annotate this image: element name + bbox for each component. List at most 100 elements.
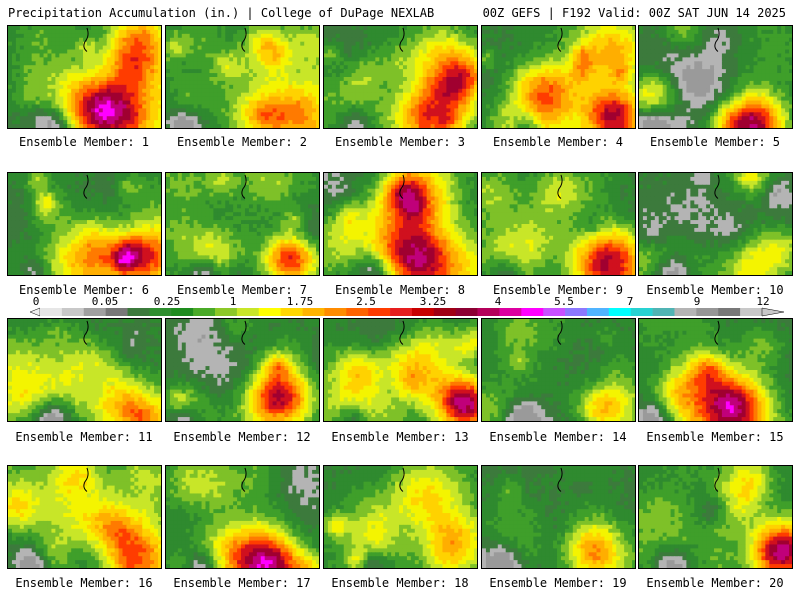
member-caption: Ensemble Member: 12 xyxy=(162,430,322,444)
member-caption: Ensemble Member: 20 xyxy=(635,576,795,590)
precip-colorbar: 0 0.05 0.25 1 1.75 2.5 3.25 4 5.5 7 9 12 xyxy=(29,295,785,317)
colorbar-swatch xyxy=(740,308,763,316)
member-map-panel xyxy=(638,172,793,276)
member-caption: Ensemble Member: 13 xyxy=(320,430,480,444)
colorbar-tick-label: 3.25 xyxy=(420,295,447,308)
member-map-panel xyxy=(323,318,478,422)
colorbar-swatch xyxy=(565,308,588,316)
colorbar-swatch xyxy=(433,308,456,316)
member-map-panel xyxy=(638,25,793,129)
colorbar-swatch xyxy=(455,308,478,316)
coastline-outline xyxy=(399,174,405,199)
coastline-outline xyxy=(714,174,720,199)
member-map-panel xyxy=(165,25,320,129)
colorbar-swatch xyxy=(521,308,544,316)
colorbar-swatch xyxy=(630,308,653,316)
member-caption: Ensemble Member: 2 xyxy=(162,135,322,149)
colorbar-tick-label: 0.25 xyxy=(154,295,181,308)
member-caption: Ensemble Member: 1 xyxy=(4,135,164,149)
colorbar-swatch xyxy=(477,308,500,316)
member-map-panel xyxy=(165,465,320,569)
precip-field xyxy=(8,466,161,568)
member-caption: Ensemble Member: 19 xyxy=(478,576,638,590)
colorbar-tick-label: 12 xyxy=(756,295,769,308)
coastline-outline xyxy=(241,27,247,52)
precip-field xyxy=(8,26,161,128)
member-caption: Ensemble Member: 7 xyxy=(162,283,322,297)
coastline-outline xyxy=(83,27,89,52)
colorbar-swatch xyxy=(411,308,435,316)
precip-field xyxy=(482,466,635,568)
precip-field xyxy=(639,26,792,128)
member-map-panel xyxy=(638,318,793,422)
colorbar-tick-label: 9 xyxy=(694,295,701,308)
colorbar-swatch xyxy=(674,308,697,316)
colorbar-swatch xyxy=(40,308,63,316)
colorbar-tick-label: 2.5 xyxy=(356,295,376,308)
member-map-panel xyxy=(638,465,793,569)
coastline-outline xyxy=(241,467,247,492)
colorbar-swatch xyxy=(105,308,128,316)
coastline-outline xyxy=(399,467,405,492)
precip-field xyxy=(639,319,792,421)
colorbar-tick-label: 5.5 xyxy=(554,295,574,308)
member-caption: Ensemble Member: 4 xyxy=(478,135,638,149)
colorbar-swatch xyxy=(236,308,260,316)
colorbar-swatch xyxy=(586,308,610,316)
colorbar-swatch xyxy=(499,308,522,316)
coastline-outline xyxy=(83,467,89,492)
coastline-outline xyxy=(714,467,720,492)
precip-field xyxy=(324,26,477,128)
colorbar-swatch xyxy=(346,308,369,316)
member-map-panel xyxy=(7,172,162,276)
precip-field xyxy=(166,173,319,275)
colorbar-swatch xyxy=(696,308,719,316)
coastline-outline xyxy=(557,27,563,52)
colorbar-swatch xyxy=(61,308,85,316)
member-map-panel xyxy=(7,318,162,422)
colorbar-swatch xyxy=(258,308,281,316)
precip-field xyxy=(8,319,161,421)
colorbar-swatch xyxy=(215,308,238,316)
member-map-panel xyxy=(165,172,320,276)
colorbar-tick-label: 1 xyxy=(230,295,237,308)
member-caption: Ensemble Member: 17 xyxy=(162,576,322,590)
member-map-panel xyxy=(7,465,162,569)
precip-field xyxy=(166,466,319,568)
coastline-outline xyxy=(714,27,720,52)
colorbar-tick-label: 0.05 xyxy=(92,295,119,308)
colorbar-swatch xyxy=(127,308,150,316)
member-map-panel xyxy=(481,318,636,422)
precip-field xyxy=(482,26,635,128)
colorbar-tick-label: 4 xyxy=(495,295,502,308)
colorbar-tick-label: 0 xyxy=(33,295,40,308)
member-caption: Ensemble Member: 14 xyxy=(478,430,638,444)
colorbar-swatch xyxy=(171,308,194,316)
coastline-outline xyxy=(557,467,563,492)
precip-field xyxy=(324,466,477,568)
coastline-outline xyxy=(241,174,247,199)
coastline-outline xyxy=(399,320,405,345)
colorbar-swatch xyxy=(193,308,216,316)
member-map-panel xyxy=(323,465,478,569)
member-caption: Ensemble Member: 9 xyxy=(478,283,638,297)
member-caption: Ensemble Member: 6 xyxy=(4,283,164,297)
colorbar-swatch xyxy=(543,308,566,316)
model-run-info: 00Z GEFS | F192 Valid: 00Z SAT JUN 14 20… xyxy=(483,6,786,20)
member-caption: Ensemble Member: 16 xyxy=(4,576,164,590)
map-title: Precipitation Accumulation (in.) | Colle… xyxy=(8,6,434,20)
member-caption: Ensemble Member: 3 xyxy=(320,135,480,149)
colorbar-swatch xyxy=(390,308,413,316)
colorbar-swatch xyxy=(149,308,172,316)
member-caption: Ensemble Member: 18 xyxy=(320,576,480,590)
colorbar-swatch xyxy=(652,308,675,316)
precip-field xyxy=(166,319,319,421)
precip-field xyxy=(482,173,635,275)
coastline-outline xyxy=(83,320,89,345)
precip-field xyxy=(639,466,792,568)
colorbar-swatch xyxy=(324,308,347,316)
colorbar-tick-label: 1.75 xyxy=(287,295,314,308)
member-caption: Ensemble Member: 10 xyxy=(635,283,795,297)
member-map-panel xyxy=(165,318,320,422)
member-map-panel xyxy=(481,25,636,129)
